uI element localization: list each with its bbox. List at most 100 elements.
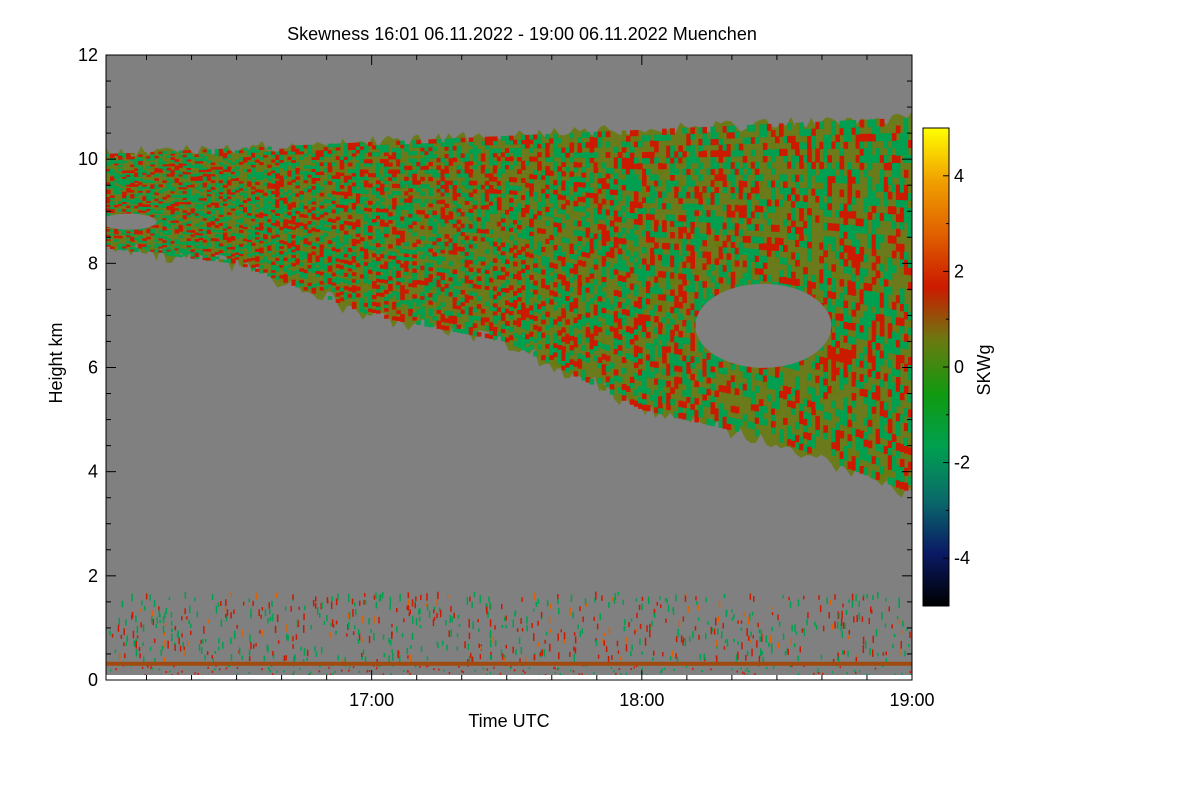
heatmap-cell: [597, 131, 603, 138]
heatmap-cell: [734, 186, 740, 194]
heatmap-cell: [702, 388, 707, 395]
heatmap-cell: [295, 207, 300, 211]
heatmap-cell: [339, 223, 345, 228]
heatmap-cell: [307, 221, 313, 225]
heatmap-cell: [480, 320, 486, 326]
heatmap-cell: [283, 274, 288, 278]
heatmap-cell: [174, 195, 180, 198]
heatmap-cell: [839, 417, 845, 425]
heatmap-cell: [275, 276, 280, 280]
heatmap-cell: [581, 196, 587, 203]
heatmap-cell: [803, 221, 808, 229]
heatmap-cell: [291, 246, 296, 250]
heatmap-cell: [742, 155, 748, 163]
heatmap-cell: [734, 376, 740, 383]
heatmap-cell: [654, 378, 659, 385]
heatmap-cell: [609, 199, 615, 206]
heatmap-cell: [666, 317, 671, 325]
heatmap-cell: [654, 191, 659, 198]
heatmap-cell: [412, 165, 417, 170]
heatmap-cell: [154, 198, 159, 202]
heatmap-cell: [126, 236, 131, 240]
heatmap-cell: [625, 331, 631, 338]
heatmap-cell: [158, 207, 163, 210]
heatmap-cell: [380, 145, 385, 150]
heatmap-cell: [714, 354, 720, 361]
heatmap-cell: [694, 380, 699, 388]
heatmap-cell: [194, 254, 200, 257]
heatmap-cell: [613, 290, 619, 296]
heatmap-cell: [335, 280, 341, 284]
heatmap-cell: [271, 235, 276, 239]
heatmap-cell: [351, 205, 357, 210]
heatmap-cell: [130, 239, 135, 242]
heatmap-cell: [283, 252, 288, 256]
heatmap-cell: [706, 257, 712, 265]
heatmap-cell: [633, 174, 639, 181]
heatmap-cell: [319, 265, 325, 270]
heatmap-cell: [472, 180, 478, 186]
heatmap-cell: [678, 226, 683, 233]
heatmap-cell: [553, 338, 558, 344]
heatmap-cell: [513, 295, 518, 300]
heatmap-cell: [662, 260, 667, 267]
heatmap-cell: [347, 254, 353, 259]
heatmap-cell: [509, 272, 514, 278]
heatmap-cell: [762, 130, 768, 138]
heatmap-cell: [396, 291, 401, 296]
heatmap-cell: [166, 182, 172, 185]
heatmap-cell: [380, 275, 385, 280]
heatmap-cell: [807, 214, 812, 222]
heatmap-cell: [553, 351, 558, 358]
heatmap-cell: [638, 324, 643, 331]
heatmap-cell: [464, 298, 470, 303]
heatmap-cell: [170, 220, 176, 223]
heatmap-cell: [376, 306, 381, 311]
heatmap-cell: [444, 310, 450, 316]
heatmap-cell: [492, 302, 498, 308]
heatmap-cell: [629, 130, 635, 137]
heatmap-cell: [537, 174, 542, 180]
heatmap-cell: [811, 407, 816, 416]
heatmap-cell: [585, 287, 591, 293]
heatmap-cell: [396, 237, 401, 242]
heatmap-cell: [650, 372, 655, 379]
heatmap-cell: [533, 284, 538, 290]
heatmap-cell: [585, 252, 591, 258]
heatmap-cell: [452, 157, 458, 162]
heatmap-cell: [368, 200, 373, 205]
heatmap-cell: [807, 175, 812, 183]
heatmap-cell: [682, 273, 687, 280]
heatmap-cell: [388, 205, 393, 210]
heatmap-cell: [734, 143, 740, 151]
heatmap-cell: [251, 267, 256, 271]
heatmap-cell: [436, 237, 442, 242]
heatmap-cell: [529, 314, 534, 320]
heatmap-cell: [335, 286, 341, 291]
heatmap-cell: [214, 205, 220, 208]
heatmap-cell: [827, 270, 832, 278]
heatmap-cell: [807, 433, 812, 441]
heatmap-cell: [299, 145, 304, 149]
heatmap-cell: [666, 271, 671, 279]
heatmap-cell: [670, 289, 675, 296]
heatmap-cell: [376, 309, 381, 314]
heatmap-cell: [815, 275, 820, 283]
heatmap-cell: [110, 201, 115, 204]
heatmap-cell: [267, 229, 272, 233]
heatmap-cell: [787, 425, 792, 433]
heatmap-cell: [638, 330, 643, 337]
heatmap-cell: [819, 403, 824, 412]
heatmap-cell: [343, 208, 349, 212]
heatmap-cell: [658, 202, 663, 210]
heatmap-cell: [275, 188, 280, 192]
heatmap-cell: [331, 149, 337, 154]
heatmap-cell: [214, 238, 220, 242]
heatmap-cell: [783, 193, 788, 201]
heatmap-cell: [170, 174, 176, 177]
heatmap-cell: [214, 198, 220, 201]
heatmap-cell: [110, 153, 115, 157]
heatmap-cell: [202, 255, 208, 258]
heatmap-cell: [468, 149, 474, 154]
heatmap-cell: [299, 208, 304, 212]
